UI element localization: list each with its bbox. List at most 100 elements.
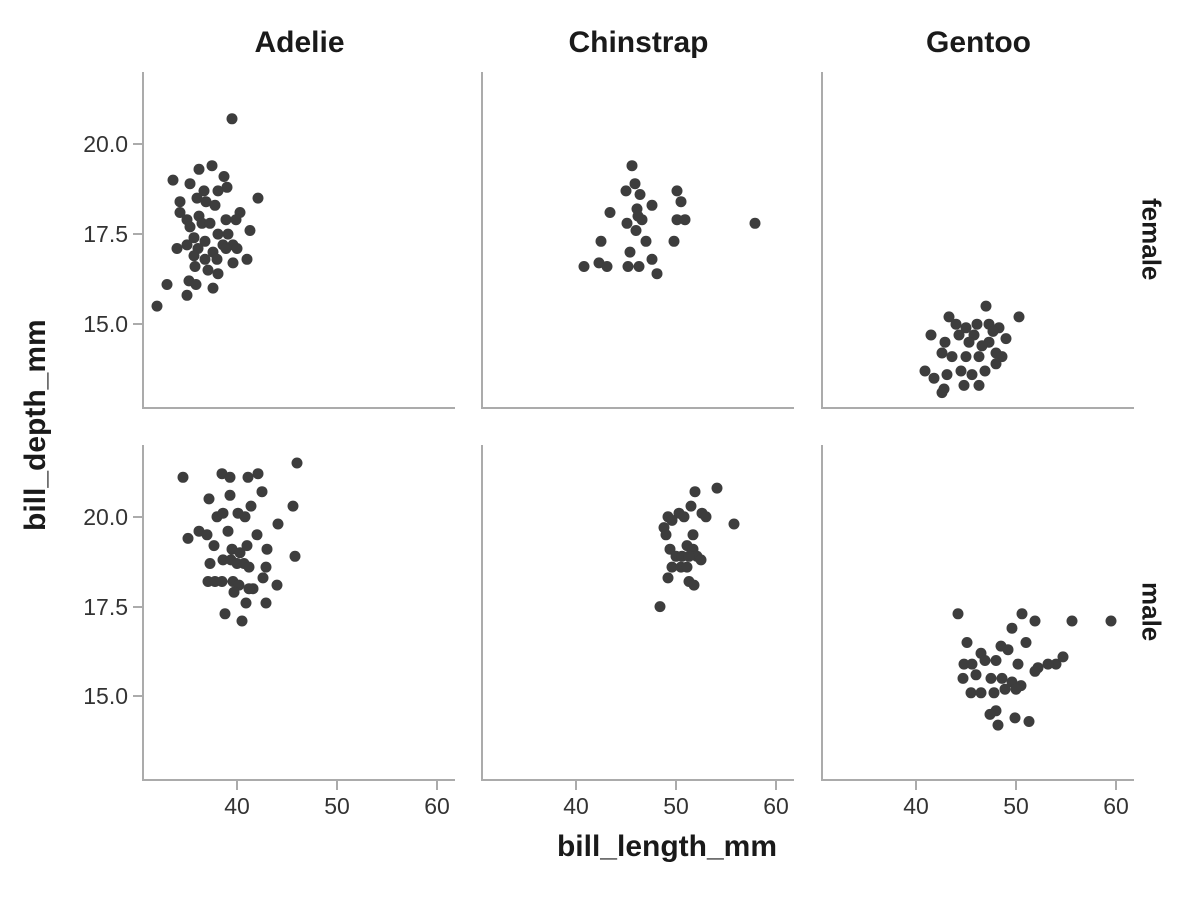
data-point (640, 235, 652, 247)
data-point (987, 325, 999, 337)
data-point (1105, 615, 1117, 627)
data-point (936, 347, 948, 359)
data-point (634, 189, 646, 200)
data-point (1057, 651, 1069, 663)
scatter-canvas (578, 160, 761, 280)
data-point (228, 586, 240, 598)
data-point (946, 351, 958, 363)
x-tick-label: 50 (663, 793, 689, 819)
data-point (216, 576, 228, 587)
data-point (620, 185, 632, 197)
data-point (646, 253, 658, 265)
data-point (666, 561, 678, 573)
data-point (960, 322, 972, 334)
data-point (1029, 665, 1041, 677)
x-tick-label: 40 (224, 793, 250, 819)
data-point (174, 196, 186, 208)
data-point (188, 250, 200, 262)
x-tick-mark (1115, 781, 1117, 790)
data-point (207, 282, 219, 294)
x-tick-mark (915, 781, 917, 790)
x-tick-mark (1015, 781, 1017, 790)
data-point (219, 608, 231, 620)
y-tick-label: 15.0 (83, 683, 128, 710)
data-point (188, 232, 200, 244)
data-point (999, 683, 1011, 695)
data-point (1042, 658, 1054, 670)
data-point (1012, 658, 1024, 670)
data-point (624, 246, 636, 258)
data-point (193, 163, 205, 175)
x-tick-mark (675, 781, 677, 790)
data-point (1066, 615, 1078, 627)
panel-gentoo-female (821, 72, 1134, 409)
data-point (224, 489, 236, 501)
y-tick-mark (133, 233, 142, 236)
data-point (711, 482, 723, 494)
scatter-canvas (952, 608, 1117, 731)
data-point (988, 687, 1000, 699)
data-point (604, 207, 616, 218)
y-tick-mark (133, 323, 142, 326)
facet-title-adelie: Adelie (254, 26, 345, 59)
data-point (990, 358, 1002, 370)
data-point (212, 268, 224, 280)
data-point (201, 529, 213, 541)
data-point (251, 529, 263, 541)
data-point (222, 228, 234, 240)
data-point (683, 550, 695, 562)
data-point (660, 529, 672, 541)
panel-adelie-female (142, 72, 455, 409)
data-point (211, 253, 223, 265)
data-point (695, 554, 707, 566)
data-point (218, 171, 230, 182)
data-point (200, 196, 212, 208)
data-point (212, 228, 224, 240)
data-point (243, 583, 255, 595)
data-point (966, 369, 978, 381)
x-tick-label: 40 (903, 793, 929, 819)
data-point (939, 336, 951, 348)
data-point (239, 511, 251, 523)
facet-strip-male: male (1136, 582, 1167, 642)
data-point (668, 235, 680, 247)
data-point (654, 601, 666, 613)
data-point (688, 579, 700, 591)
data-point (666, 514, 678, 526)
x-tick-label: 50 (1003, 793, 1029, 819)
data-point (182, 532, 194, 544)
x-tick-label: 60 (1103, 793, 1129, 819)
data-point (184, 221, 196, 233)
data-point (955, 365, 967, 377)
data-point (646, 199, 658, 211)
data-point (1029, 615, 1041, 627)
data-point (1016, 608, 1028, 620)
data-point (220, 243, 232, 254)
data-point (996, 351, 1008, 363)
data-point (206, 160, 218, 172)
data-point (1010, 683, 1022, 695)
data-point (257, 572, 269, 584)
y-tick-label: 20.0 (83, 131, 128, 158)
data-point (224, 471, 236, 483)
data-point (943, 311, 955, 323)
data-point (260, 597, 272, 609)
data-point (245, 500, 257, 512)
facet-title-chinstrap: Chinstrap (568, 26, 709, 59)
data-point (928, 372, 940, 384)
data-point (985, 672, 997, 684)
data-point (151, 300, 163, 312)
data-point (260, 561, 272, 573)
data-point (984, 708, 996, 720)
data-point (979, 365, 991, 377)
scatter-canvas (919, 300, 1025, 399)
data-point (234, 547, 246, 559)
x-tick-mark (336, 781, 338, 790)
data-point (1023, 716, 1035, 727)
data-point (685, 500, 697, 512)
data-point (980, 300, 992, 312)
data-point (973, 351, 985, 363)
y-tick-label: 15.0 (83, 311, 128, 338)
data-point (919, 365, 931, 377)
x-tick-label: 50 (324, 793, 350, 819)
